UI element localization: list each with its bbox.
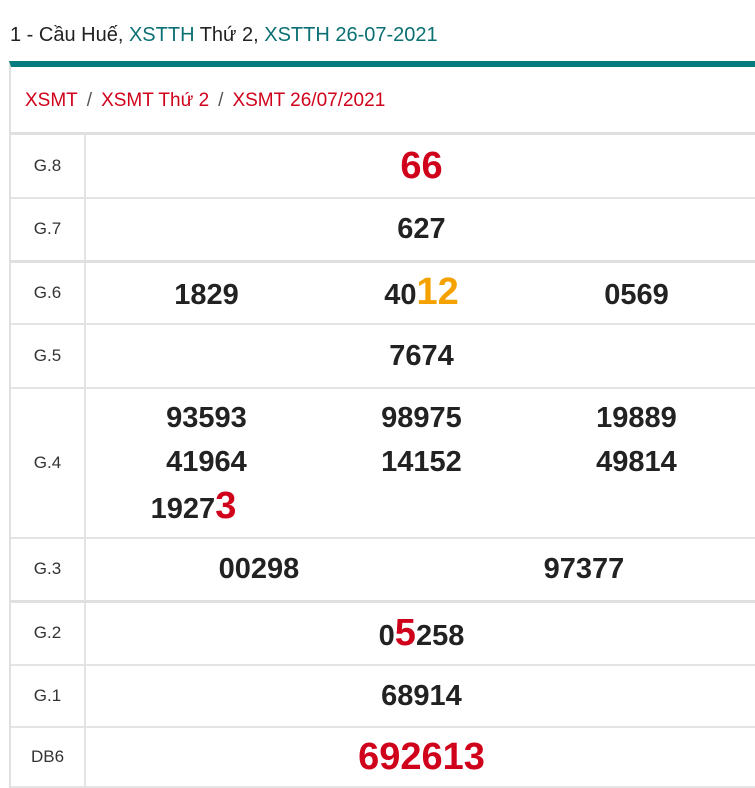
prize-label: G.7 [11,198,86,263]
prize-values: 00298 97377 [85,538,755,603]
prize-row-g4: G.4 93593 98975 19889 41964 14152 49814 19273 [11,388,755,539]
prize-values: 692613 [85,727,755,788]
prize-values: 66 [85,135,755,199]
number-digits: 49814 [596,445,677,478]
number-digits: 14152 [381,445,462,478]
highlighted-digits: 3 [215,484,237,527]
prize-number: 19889 [529,396,744,440]
number-digits: 0 [378,619,395,652]
prize-number: 66 [400,145,442,187]
prize-label: G.1 [11,665,86,728]
prize-label: DB6 [11,727,86,788]
prize-number: 05258 [378,612,465,654]
prize-number: 1829 [99,279,314,312]
breadcrumb-xsmt-date[interactable]: XSMT 26/07/2021 [232,90,386,111]
prize-row-g5: G.5 7674 [11,324,755,389]
prize-row-db6: DB6 692613 [11,727,755,788]
number-digits: 258 [415,619,465,652]
number-digits: 19889 [596,401,677,434]
prize-number: 0569 [529,279,744,312]
prize-number: 14152 [314,440,529,484]
number-digits: 97377 [543,552,625,585]
highlighted-digits: 5 [394,611,416,654]
number-digits: 40 [384,279,417,312]
prize-label: G.6 [11,261,86,325]
prize-row-g7: G.7 627 [11,198,755,263]
prize-label: G.5 [11,324,86,389]
prize-number: 692613 [358,736,485,778]
prize-number: 627 [397,213,445,245]
highlighted-digits: 12 [416,271,459,314]
breadcrumb-separator: / [86,90,93,111]
prize-number: 4012 [314,271,529,314]
breadcrumb-xsmt[interactable]: XSMT [25,90,78,111]
prize-values: 1829 4012 0569 [85,261,755,325]
prize-row-g8: G.8 66 [11,135,755,199]
number-digits: 1829 [174,279,239,312]
highlighted-digits: 692613 [358,735,485,778]
prize-number: 41964 [99,440,314,484]
number-digits: 93593 [166,401,247,434]
title-text: Thứ 2, [194,24,265,46]
number-digits: 7674 [389,339,454,372]
section-title: 1 - Cầu Huế, XSTTH Thứ 2, XSTTH 26-07-20… [10,24,438,47]
prize-label: G.3 [11,538,86,603]
number-digits: 41964 [166,445,247,478]
prize-number: 93593 [99,396,314,440]
prize-label: G.2 [11,601,86,666]
prize-values: 68914 [85,665,755,728]
xstth-link[interactable]: XSTTH [128,24,195,46]
number-digits: 00298 [218,552,300,585]
breadcrumb-xsmt-thu2[interactable]: XSMT Thứ 2 [101,90,210,111]
xstth-date-link[interactable]: XSTTH 26-07-2021 [264,24,438,46]
number-digits: 0569 [604,279,669,312]
results-table: G.8 66 G.7 627 G.6 1829 4012 0569 G.5 7674 G.4 9359… [11,135,755,788]
prize-number: 19273 [86,484,301,531]
prize-values: 05258 [85,601,755,666]
prize-row-g2: G.2 05258 [11,601,755,666]
prize-number: 00298 [97,553,422,586]
number-digits: 98975 [381,401,462,434]
prize-values: 627 [85,198,755,263]
breadcrumb-separator: / [218,90,224,111]
prize-row-g6: G.6 1829 4012 0569 [11,261,755,325]
prize-values: 93593 98975 19889 41964 14152 49814 19273 [85,388,755,539]
number-digits: 68914 [381,679,462,712]
prize-number: 68914 [381,680,462,712]
results-panel: XSMT / XSMT Thứ 2 / XSMT 26/07/2021 G.8 66 G.7… [9,61,755,788]
prize-values: 7674 [85,324,755,389]
highlighted-digits: 66 [400,144,443,187]
prize-label: G.4 [11,388,86,539]
number-digits: 1927 [150,492,216,525]
prize-row-g1: G.1 68914 [11,665,755,728]
prize-number: 7674 [389,340,454,372]
prize-number: 98975 [314,396,529,440]
title-text: 1 - Cầu Huế, [10,24,129,46]
number-digits: 627 [397,212,446,245]
prize-number: 49814 [529,440,744,484]
prize-row-g3: G.3 00298 97377 [11,538,755,603]
prize-label: G.8 [11,135,86,199]
breadcrumb: XSMT / XSMT Thứ 2 / XSMT 26/07/2021 [11,67,755,135]
prize-number: 97377 [422,553,747,586]
